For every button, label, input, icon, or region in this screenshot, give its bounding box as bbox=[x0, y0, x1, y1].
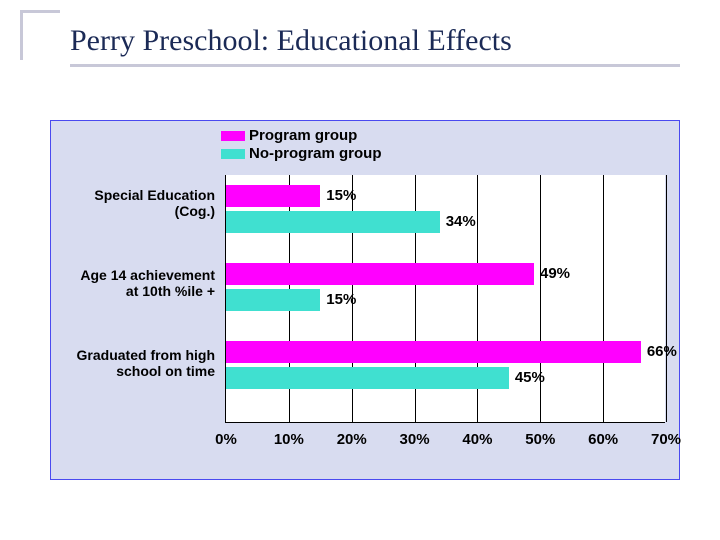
slide-title: Perry Preschool: Educational Effects bbox=[70, 24, 680, 58]
bar-label-program: 66% bbox=[647, 343, 677, 360]
x-tick-label: 50% bbox=[525, 431, 555, 448]
legend-swatch-program bbox=[221, 131, 245, 141]
x-tick-label: 70% bbox=[651, 431, 681, 448]
legend-swatch-noprogram bbox=[221, 149, 245, 159]
gridline bbox=[603, 175, 604, 422]
gridline bbox=[666, 175, 667, 422]
bar-program bbox=[226, 185, 320, 207]
bar-label-program: 49% bbox=[540, 265, 570, 282]
legend: Program group No-program group bbox=[221, 127, 382, 163]
legend-label-noprogram: No-program group bbox=[249, 145, 382, 163]
x-tick-label: 40% bbox=[462, 431, 492, 448]
bar-noprogram bbox=[226, 289, 320, 311]
category-label-0: Special Education (Cog.) bbox=[55, 187, 215, 219]
x-tick-label: 60% bbox=[588, 431, 618, 448]
bar-label-program: 15% bbox=[326, 187, 356, 204]
corner-decoration bbox=[20, 10, 60, 60]
legend-item-program: Program group bbox=[221, 127, 382, 145]
legend-label-program: Program group bbox=[249, 127, 357, 145]
x-tick-label: 10% bbox=[274, 431, 304, 448]
legend-item-noprogram: No-program group bbox=[221, 145, 382, 163]
slide: Perry Preschool: Educational Effects Pro… bbox=[0, 0, 720, 540]
bar-label-noprogram: 34% bbox=[446, 213, 476, 230]
plot-area: 0%10%20%30%40%50%60%70%15%34%49%15%66%45… bbox=[225, 175, 665, 423]
category-label-2: Graduated from high school on time bbox=[55, 347, 215, 379]
bar-noprogram bbox=[226, 367, 509, 389]
bar-label-noprogram: 15% bbox=[326, 291, 356, 308]
bar-program bbox=[226, 341, 641, 363]
bar-program bbox=[226, 263, 534, 285]
chart-container: Program group No-program group Special E… bbox=[50, 120, 680, 480]
category-label-1: Age 14 achievement at 10th %ile + bbox=[55, 267, 215, 299]
x-tick-label: 30% bbox=[400, 431, 430, 448]
x-tick-label: 0% bbox=[215, 431, 237, 448]
bar-label-noprogram: 45% bbox=[515, 369, 545, 386]
title-container: Perry Preschool: Educational Effects bbox=[70, 24, 680, 67]
x-tick-label: 20% bbox=[337, 431, 367, 448]
bar-noprogram bbox=[226, 211, 440, 233]
